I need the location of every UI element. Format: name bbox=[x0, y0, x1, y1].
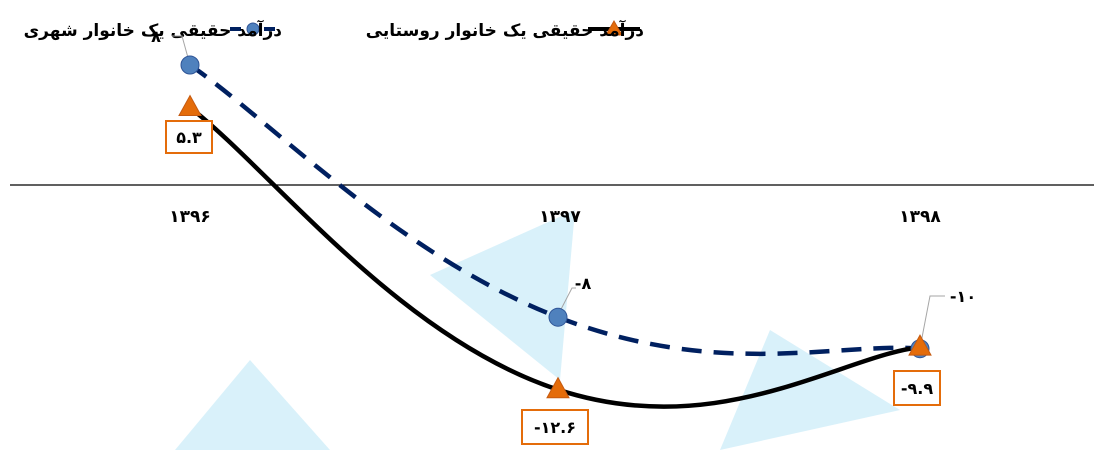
legend-entry-urban: درآمد حقیقی یک خانوار شهری bbox=[24, 19, 283, 41]
x-tick-label-1396: ۱۳۹۶ bbox=[169, 207, 211, 227]
data-label-urban-1398: -۱۰ bbox=[950, 287, 976, 306]
series-markers-rural bbox=[178, 94, 932, 399]
marker-rural-۱۳۹۶ bbox=[178, 94, 202, 117]
data-label-urban-1396: ۸ bbox=[151, 27, 161, 46]
x-tick-labels: ۱۳۹۶ ۱۳۹۷ ۱۳۹۸ bbox=[169, 207, 941, 227]
x-tick-label-1398: ۱۳۹۸ bbox=[899, 207, 941, 227]
legend-rural-label: درآمد حقیقی یک خانوار روستایی bbox=[366, 19, 645, 41]
data-label-box-rural-1396 bbox=[165, 120, 213, 154]
data-label-rural-1396: ۵.۳ bbox=[176, 128, 202, 147]
leader-line-urban-1398 bbox=[919, 295, 945, 349]
marker-rural-۱۳۹۷ bbox=[546, 376, 570, 399]
x-tick-label-1397: ۱۳۹۷ bbox=[539, 207, 581, 227]
data-label-rural-1397: -۱۲.۶ bbox=[534, 418, 576, 437]
leader-line-urban-1397 bbox=[556, 287, 576, 318]
series-line-urban bbox=[188, 63, 921, 357]
watermark bbox=[175, 210, 900, 450]
data-labels-urban: ۸ -۸ -۱۰ bbox=[151, 27, 976, 306]
marker-rural-۱۳۹۸ bbox=[908, 334, 932, 356]
data-label-urban-1397: -۸ bbox=[575, 274, 592, 293]
data-label-box-rural-1398 bbox=[893, 370, 941, 406]
data-label-rural-1398: -۹.۹ bbox=[901, 379, 933, 398]
legend-rural-marker bbox=[605, 19, 623, 36]
marker-urban-۱۳۹۶ bbox=[180, 55, 200, 75]
data-labels-rural: ۵.۳ -۱۲.۶ -۹.۹ bbox=[165, 120, 941, 445]
legend-urban-marker bbox=[246, 22, 260, 36]
legend: درآمد حقیقی یک خانوار شهری درآمد حقیقی ی… bbox=[24, 19, 645, 41]
leader-line-urban-1396 bbox=[172, 35, 191, 66]
legend-urban-label: درآمد حقیقی یک خانوار شهری bbox=[24, 19, 283, 41]
data-label-box-rural-1397 bbox=[521, 409, 589, 445]
marker-urban-۱۳۹۷ bbox=[548, 307, 568, 327]
legend-entry-rural: درآمد حقیقی یک خانوار روستایی bbox=[366, 19, 645, 41]
